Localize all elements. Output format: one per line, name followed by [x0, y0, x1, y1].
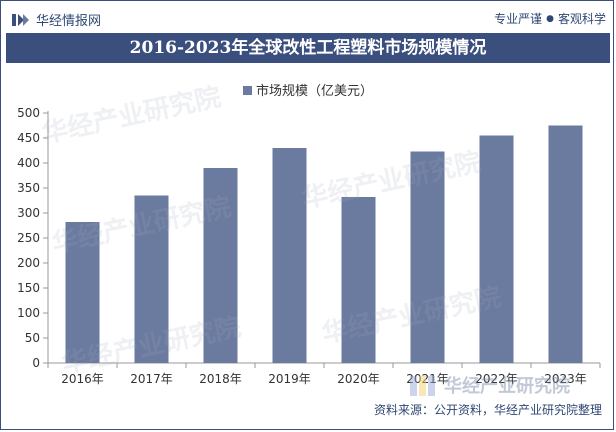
x-tick-label: 2022年	[475, 372, 518, 386]
y-tick-label: 350	[17, 181, 40, 195]
brand-name: 华经情报网	[36, 14, 102, 29]
y-tick-label: 500	[17, 106, 40, 120]
x-tick-label: 2023年	[544, 372, 587, 386]
bar	[548, 125, 583, 363]
x-tick-label: 2021年	[406, 372, 449, 386]
y-tick-label: 300	[17, 206, 40, 220]
chart-legend: 市场规模（亿美元）	[0, 80, 616, 99]
y-tick-label: 250	[17, 231, 40, 245]
y-tick-label: 450	[17, 131, 40, 145]
x-tick-label: 2019年	[268, 372, 311, 386]
bar	[272, 148, 307, 363]
y-tick-label: 50	[25, 331, 40, 345]
bar	[341, 197, 376, 363]
bar	[479, 135, 514, 363]
y-tick-label: 200	[17, 256, 40, 270]
legend-label: 市场规模（亿美元）	[255, 84, 373, 99]
watermark-corner-text: 华经产业研究院	[444, 376, 570, 397]
slogan-left: 专业严谨	[494, 12, 543, 26]
bar	[410, 151, 445, 363]
watermark-logo-icon	[410, 376, 435, 396]
watermark-logo: 华经产业研究院	[408, 372, 570, 398]
y-tick-label: 100	[17, 306, 40, 320]
source-note: 资料来源：公开资料，华经产业研究院整理	[373, 403, 602, 417]
x-tick-label: 2018年	[199, 372, 242, 386]
brand-logo: 华经情报网	[12, 10, 101, 29]
bar	[65, 222, 100, 363]
slogan-right: 客观科学	[557, 12, 606, 26]
x-tick-label: 2017年	[130, 372, 173, 386]
x-tick-label: 2020年	[337, 372, 380, 386]
x-tick-label: 2016年	[61, 372, 104, 386]
y-tick-label: 400	[17, 156, 40, 170]
brand-slogan: 专业严谨 ● 客观科学	[494, 10, 606, 27]
y-tick-label: 150	[17, 281, 40, 295]
header-bar: 华经情报网 专业严谨 ● 客观科学	[6, 8, 610, 29]
bullet-icon: ●	[546, 13, 554, 24]
legend-swatch	[242, 86, 252, 95]
bar	[203, 168, 238, 363]
bar	[134, 195, 169, 363]
chart-title: 2016-2023年全球改性工程塑料市场规模情况	[6, 33, 610, 63]
y-tick-label: 0	[32, 356, 40, 370]
brand-logo-icon	[12, 13, 29, 26]
